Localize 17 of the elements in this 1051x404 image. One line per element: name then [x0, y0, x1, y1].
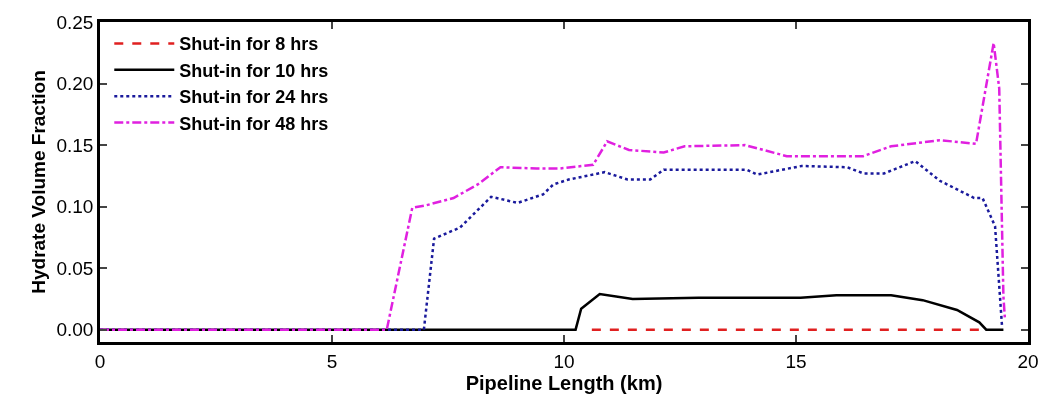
- y-tick-label: 0.15: [56, 134, 94, 156]
- x-tick-label: 20: [1017, 350, 1039, 372]
- y-tick-label: 0.25: [56, 11, 94, 33]
- x-axis-title: Pipeline Length (km): [465, 371, 663, 394]
- x-tick-label: 10: [553, 350, 575, 372]
- legend-label: Shut-in for 48 hrs: [179, 113, 329, 134]
- y-tick-label: 0.10: [56, 196, 94, 218]
- x-tick-label: 0: [94, 350, 106, 372]
- y-tick-label: 0.00: [56, 319, 94, 341]
- x-tick-label: 15: [785, 350, 807, 372]
- legend-label: Shut-in for 10 hrs: [179, 60, 329, 81]
- legend-label: Shut-in for 8 hrs: [179, 34, 319, 55]
- y-tick-label: 0.20: [56, 73, 94, 95]
- x-tick-label: 5: [326, 350, 338, 372]
- y-tick-label: 0.05: [56, 257, 94, 279]
- legend-label: Shut-in for 24 hrs: [179, 87, 329, 108]
- y-axis-title: Hydrate Volume Fraction: [28, 70, 50, 294]
